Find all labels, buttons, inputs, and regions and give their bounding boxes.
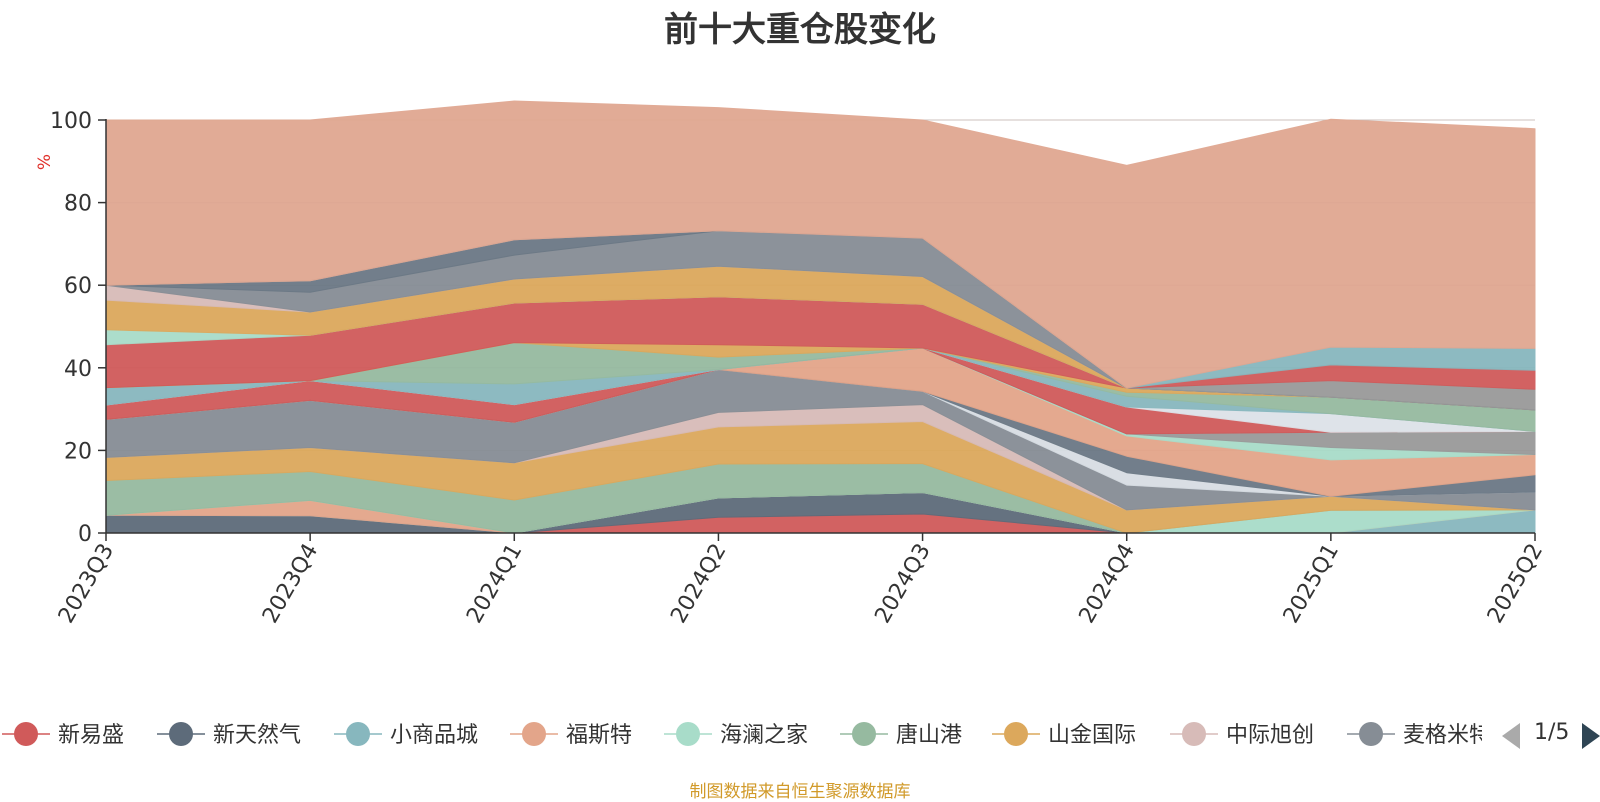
legend-swatch (1182, 722, 1206, 746)
y-tick-label: 20 (64, 439, 92, 464)
x-tick-label: 2024Q3 (870, 540, 935, 628)
x-tick-label: 2024Q1 (462, 540, 527, 628)
legend-label: 海澜之家 (720, 723, 808, 748)
y-tick-label: 0 (78, 522, 92, 547)
source-note: 制图数据来自恒生聚源数据库 (689, 782, 911, 802)
legend-label: 小商品城 (390, 723, 478, 748)
legend-item-1[interactable]: 新天然气 (157, 722, 301, 748)
legend-swatch (676, 722, 700, 746)
legend-swatch (852, 722, 876, 746)
legend-item-2[interactable]: 小商品城 (334, 722, 478, 748)
legend-layer: 新易盛 新天然气 小商品城 福斯特 海澜之家 唐山港 山金国际 中际旭创 麦格米特 (2, 722, 1491, 748)
legend-label: 山金国际 (1048, 723, 1136, 748)
x-tick-label: 2024Q4 (1075, 540, 1140, 628)
legend-next-icon[interactable] (1582, 723, 1600, 749)
y-tick-label: 80 (64, 192, 92, 217)
legend-item-3[interactable]: 福斯特 (510, 722, 632, 748)
legend-item-8[interactable]: 麦格米特 (1347, 722, 1491, 748)
chart-title: 前十大重仓股变化 (664, 10, 936, 50)
legend-label: 新易盛 (58, 723, 124, 748)
legend-item-0[interactable]: 新易盛 (2, 722, 124, 748)
y-tick-label: 40 (64, 357, 92, 382)
legend-label: 福斯特 (566, 723, 632, 748)
legend-label: 中际旭创 (1226, 723, 1314, 748)
legend-swatch (346, 722, 370, 746)
legend-label: 麦格米特 (1403, 723, 1491, 748)
area-layer (105, 100, 1536, 534)
x-tick-label: 2023Q3 (54, 540, 119, 628)
x-tick-label: 2025Q2 (1483, 540, 1548, 628)
legend-page-number: 1/5 (1534, 720, 1570, 745)
legend-item-6[interactable]: 山金国际 (992, 722, 1136, 748)
legend-item-5[interactable]: 唐山港 (840, 722, 962, 748)
legend-prev-icon[interactable] (1502, 723, 1520, 749)
legend-item-7[interactable]: 中际旭创 (1170, 722, 1314, 748)
legend-swatch (14, 722, 38, 746)
y-tick-label: 60 (64, 274, 92, 299)
legend-swatch (1359, 722, 1383, 746)
y-axis-label: % (35, 154, 55, 170)
legend-swatch (169, 722, 193, 746)
legend-label: 新天然气 (213, 723, 301, 748)
legend-label: 唐山港 (896, 723, 962, 748)
x-tick-label: 2024Q2 (666, 540, 731, 628)
legend-item-4[interactable]: 海澜之家 (664, 722, 808, 748)
area-series-28 (105, 100, 1536, 389)
legend-swatch (522, 722, 546, 746)
y-tick-label: 100 (50, 109, 92, 134)
x-tick-label: 2023Q4 (258, 540, 323, 628)
legend-swatch (1004, 722, 1028, 746)
x-tick-label: 2025Q1 (1279, 540, 1344, 628)
